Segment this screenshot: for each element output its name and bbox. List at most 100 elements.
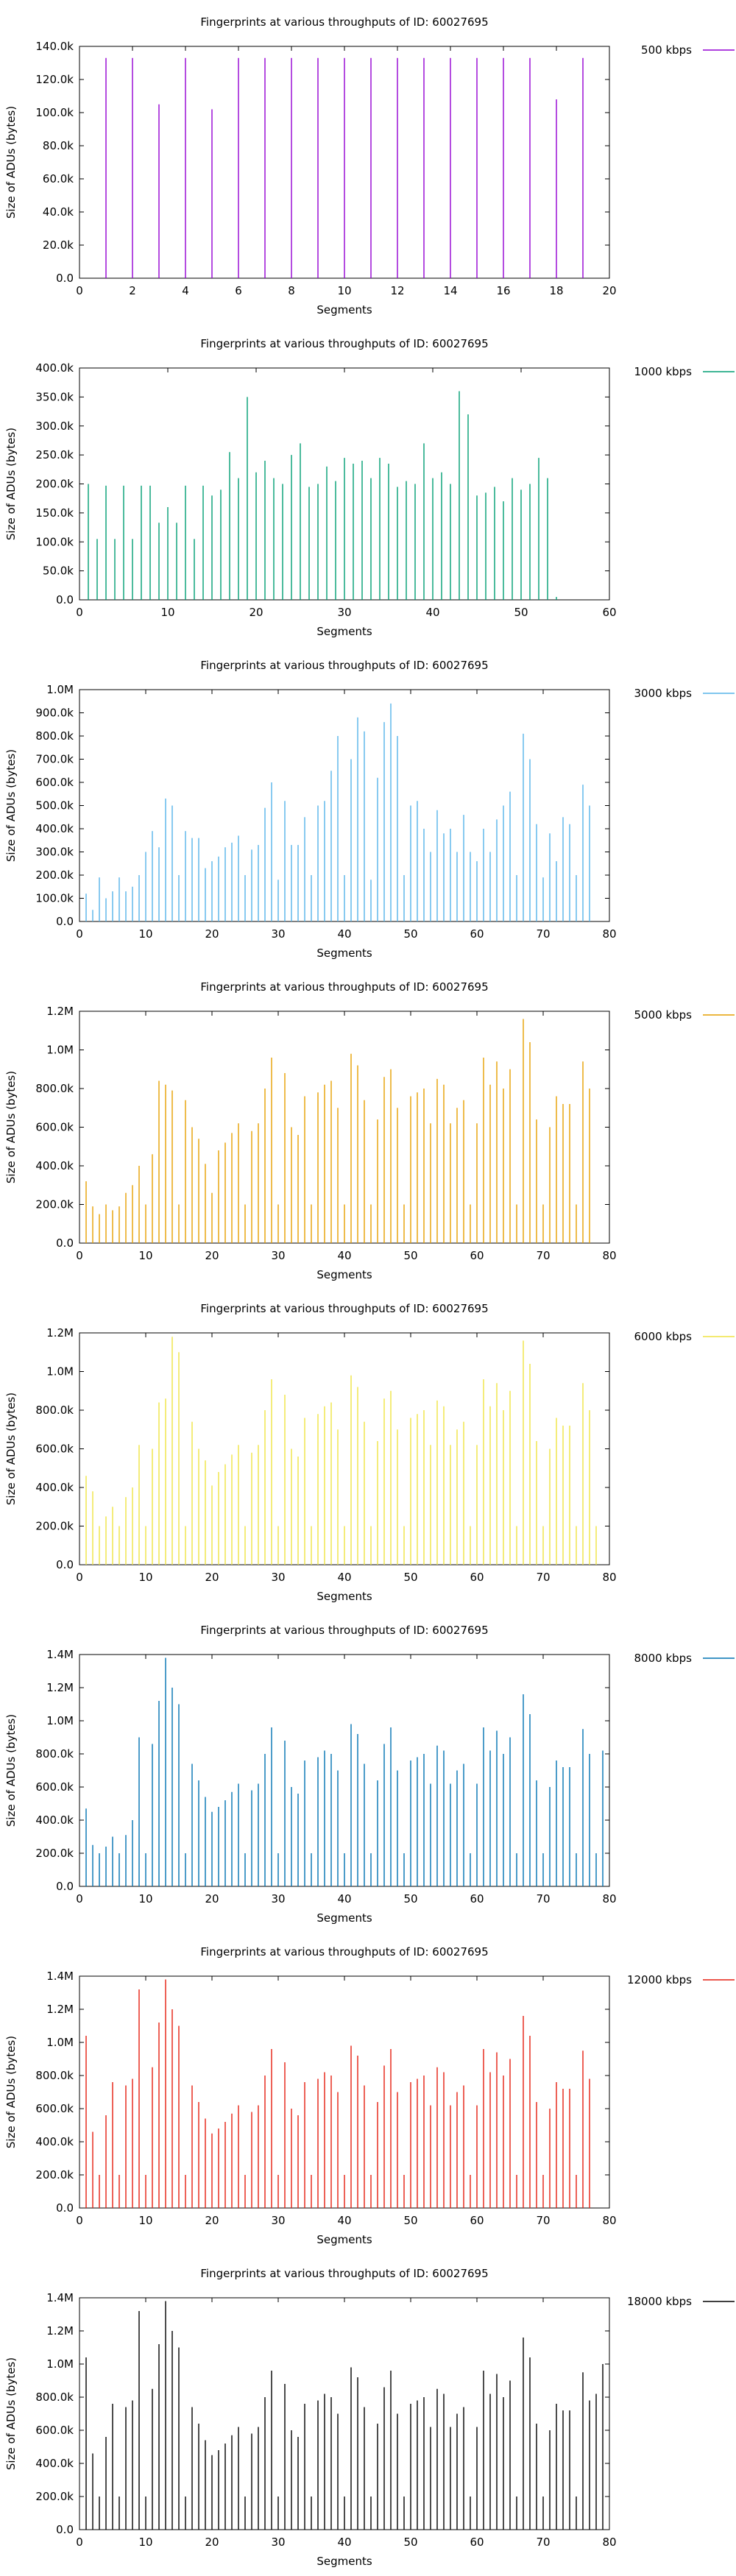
chart-svg: Fingerprints at various throughputs of I… (4, 659, 735, 960)
x-tick-label: 60 (470, 1571, 484, 1584)
x-tick-label: 50 (514, 606, 528, 619)
chart-title: Fingerprints at various throughputs of I… (200, 1302, 488, 1315)
y-tick-label: 300.0k (35, 420, 74, 433)
legend-label: 6000 kbps (634, 1330, 693, 1343)
y-axis-label: Size of ADUs (bytes) (4, 1071, 18, 1183)
x-tick-label: 70 (536, 2214, 550, 2227)
x-tick-label: 50 (403, 1571, 417, 1584)
y-tick-label: 0.0 (56, 1558, 74, 1571)
chart-panel: Fingerprints at various throughputs of I… (0, 2251, 736, 2573)
y-tick-label: 400.0k (35, 822, 74, 835)
chart-svg: Fingerprints at various throughputs of I… (4, 337, 735, 638)
x-tick-label: 40 (337, 1571, 351, 1584)
legend-label: 5000 kbps (634, 1008, 693, 1022)
x-axis-label: Segments (316, 2555, 372, 2568)
y-axis-label: Size of ADUs (bytes) (4, 2357, 18, 2470)
y-axis-label: Size of ADUs (bytes) (4, 106, 18, 219)
x-tick-label: 60 (470, 2536, 484, 2549)
y-tick-label: 200.0k (35, 478, 74, 491)
x-tick-label: 40 (337, 2536, 351, 2549)
legend-label: 8000 kbps (634, 1652, 693, 1665)
y-tick-label: 400.0k (35, 2135, 74, 2148)
x-tick-label: 40 (337, 2214, 351, 2227)
y-tick-label: 200.0k (35, 868, 74, 882)
y-tick-label: 300.0k (35, 846, 74, 859)
y-axis-label: Size of ADUs (bytes) (4, 428, 18, 540)
y-tick-label: 1.2M (46, 1005, 74, 1018)
x-tick-label: 60 (470, 1892, 484, 1906)
x-tick-label: 80 (602, 1571, 616, 1584)
y-tick-label: 100.0k (35, 106, 74, 119)
chart-svg: Fingerprints at various throughputs of I… (4, 1302, 735, 1603)
x-tick-label: 30 (337, 606, 351, 619)
y-tick-label: 250.0k (35, 448, 74, 461)
x-axis-label: Segments (316, 1268, 372, 1281)
y-tick-label: 400.0k (35, 1159, 74, 1172)
chart-title: Fingerprints at various throughputs of I… (200, 659, 488, 672)
chart-title: Fingerprints at various throughputs of I… (200, 2267, 488, 2280)
y-tick-label: 0.0 (56, 2201, 74, 2215)
y-axis-label: Size of ADUs (bytes) (4, 1714, 18, 1827)
x-tick-label: 12 (390, 284, 404, 297)
y-tick-label: 1.4M (46, 1970, 74, 1983)
y-tick-label: 400.0k (35, 361, 74, 375)
x-tick-label: 70 (536, 1892, 550, 1906)
y-tick-label: 800.0k (35, 1082, 74, 1095)
y-tick-label: 900.0k (35, 707, 74, 720)
x-tick-label: 10 (138, 1892, 152, 1906)
x-tick-label: 80 (602, 1249, 616, 1262)
series-bars (85, 2301, 604, 2530)
y-tick-label: 40.0k (43, 205, 74, 219)
y-tick-label: 400.0k (35, 2457, 74, 2470)
y-tick-label: 140.0k (35, 40, 74, 53)
x-tick-label: 60 (470, 927, 484, 941)
x-tick-label: 80 (602, 1892, 616, 1906)
legend-label: 1000 kbps (634, 365, 693, 378)
y-tick-label: 1.4M (46, 2291, 74, 2304)
y-tick-label: 0.0 (56, 272, 74, 285)
y-tick-label: 20.0k (43, 238, 74, 252)
series-bars (105, 57, 584, 278)
series-bars (85, 1657, 604, 1886)
x-tick-label: 70 (536, 1249, 550, 1262)
y-tick-label: 400.0k (35, 1481, 74, 1494)
x-axis-label: Segments (316, 1911, 372, 1925)
y-tick-label: 600.0k (35, 2424, 74, 2437)
chart-svg: Fingerprints at various throughputs of I… (4, 15, 735, 316)
y-tick-label: 1.0M (46, 1714, 74, 1727)
y-tick-label: 0.0 (56, 593, 74, 606)
chart-panel: Fingerprints at various throughputs of I… (0, 1608, 736, 1930)
y-tick-label: 1.0M (46, 1365, 74, 1379)
y-tick-label: 600.0k (35, 1121, 74, 1134)
chart-svg: Fingerprints at various throughputs of I… (4, 1945, 735, 2246)
series-bars (88, 391, 557, 600)
x-tick-label: 20 (205, 927, 219, 941)
x-tick-label: 50 (403, 927, 417, 941)
y-tick-label: 1.0M (46, 2036, 74, 2049)
x-tick-label: 20 (205, 1249, 219, 1262)
y-tick-label: 100.0k (35, 892, 74, 905)
x-tick-label: 20 (205, 2536, 219, 2549)
x-tick-label: 50 (403, 2214, 417, 2227)
y-tick-label: 1.0M (46, 683, 74, 696)
y-tick-label: 0.0 (56, 915, 74, 928)
x-tick-label: 4 (182, 284, 189, 297)
x-tick-label: 8 (288, 284, 295, 297)
x-axis-label: Segments (316, 625, 372, 638)
chart-panel: Fingerprints at various throughputs of I… (0, 643, 736, 965)
y-tick-label: 1.2M (46, 2003, 74, 2016)
series-bars (85, 1337, 597, 1565)
x-tick-label: 80 (602, 927, 616, 941)
y-tick-label: 150.0k (35, 506, 74, 520)
y-tick-label: 1.4M (46, 1648, 74, 1661)
y-tick-label: 80.0k (43, 139, 74, 152)
x-tick-label: 10 (138, 927, 152, 941)
x-tick-label: 0 (76, 2536, 83, 2549)
y-tick-label: 600.0k (35, 776, 74, 789)
y-tick-label: 200.0k (35, 2168, 74, 2182)
x-axis-label: Segments (316, 1590, 372, 1603)
x-tick-label: 60 (602, 606, 616, 619)
x-tick-label: 30 (271, 1249, 285, 1262)
x-axis-label: Segments (316, 303, 372, 316)
